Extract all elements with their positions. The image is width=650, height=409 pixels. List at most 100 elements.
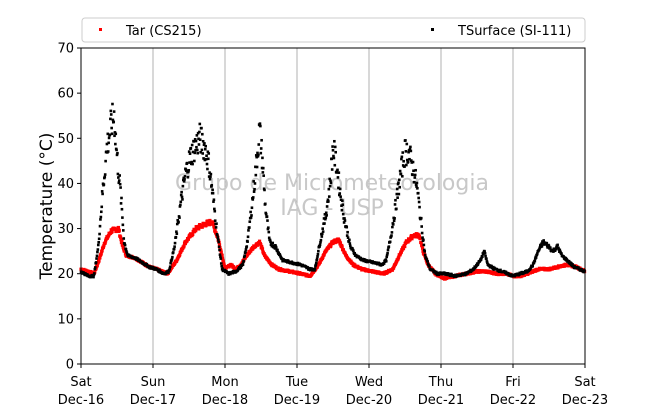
data-point	[258, 122, 262, 125]
data-point	[188, 152, 192, 155]
data-point	[212, 200, 215, 203]
data-point	[107, 141, 110, 145]
data-point	[214, 231, 218, 235]
data-point	[203, 142, 206, 145]
data-point	[243, 254, 246, 257]
data-point	[98, 256, 102, 260]
data-point	[116, 172, 120, 176]
data-point	[219, 255, 222, 259]
data-point	[346, 230, 349, 234]
data-point	[217, 245, 221, 249]
data-point	[322, 253, 326, 257]
data-point	[112, 120, 116, 124]
data-point	[483, 252, 487, 255]
data-point	[106, 132, 110, 136]
data-point	[387, 245, 391, 248]
data-point	[194, 229, 198, 233]
data-point	[216, 238, 220, 241]
data-point	[499, 268, 502, 272]
data-point	[549, 246, 552, 250]
data-point	[242, 255, 246, 259]
data-point	[172, 247, 176, 251]
data-point	[171, 251, 175, 254]
data-point	[401, 174, 404, 178]
data-point	[348, 238, 351, 242]
data-point	[330, 157, 334, 161]
data-point	[347, 240, 351, 243]
data-point	[256, 155, 260, 158]
data-point	[335, 171, 338, 174]
data-point	[420, 225, 423, 228]
data-point	[314, 261, 318, 265]
data-point	[313, 267, 317, 270]
data-point	[399, 172, 403, 176]
data-point	[343, 251, 347, 255]
data-point	[260, 138, 263, 142]
data-point	[416, 186, 419, 190]
x-tick-label-day: Wed	[355, 375, 383, 390]
data-point	[213, 228, 217, 233]
data-point	[316, 252, 320, 256]
data-point	[167, 271, 170, 275]
data-point	[173, 241, 177, 245]
y-tick-label: 40	[57, 177, 74, 192]
data-point	[414, 168, 417, 172]
data-point	[321, 230, 325, 233]
data-point	[125, 250, 128, 253]
data-point	[323, 213, 327, 216]
data-point	[395, 207, 398, 211]
data-point	[409, 149, 413, 153]
data-point	[121, 244, 125, 248]
legend: Tar (CS215) TSurface (SI-111)	[81, 17, 586, 43]
data-point	[95, 254, 99, 258]
data-point	[221, 267, 224, 270]
data-point	[397, 181, 400, 185]
data-point	[266, 219, 269, 222]
data-point	[218, 253, 222, 256]
data-point	[97, 259, 101, 263]
data-point	[324, 211, 328, 215]
data-point	[422, 243, 426, 247]
data-point	[251, 198, 255, 201]
x-tick-label-date: Dec-23	[562, 393, 608, 408]
data-point	[558, 248, 562, 252]
data-point	[95, 263, 99, 267]
data-series	[79, 102, 587, 281]
data-point	[278, 253, 282, 257]
data-point	[274, 265, 278, 269]
data-point	[93, 266, 97, 269]
data-point	[554, 247, 558, 251]
data-point	[341, 203, 345, 207]
data-point	[343, 219, 347, 222]
x-tick-label-day: Sat	[574, 375, 595, 390]
data-point	[179, 203, 182, 207]
data-point	[413, 176, 417, 179]
data-point	[545, 241, 549, 245]
data-point	[252, 180, 255, 183]
data-point	[109, 117, 112, 121]
data-point	[231, 271, 235, 275]
data-point	[244, 250, 247, 254]
data-point	[113, 131, 117, 134]
data-point	[315, 258, 318, 262]
data-point	[410, 159, 413, 162]
data-point	[175, 230, 178, 233]
data-point	[385, 253, 389, 257]
data-point	[337, 186, 340, 190]
data-point	[188, 161, 191, 164]
data-point	[211, 222, 215, 226]
data-point	[382, 262, 386, 265]
data-point	[271, 244, 274, 248]
data-point	[410, 237, 414, 241]
data-point	[93, 270, 97, 274]
data-point	[541, 240, 545, 244]
data-point	[529, 266, 533, 269]
data-point	[207, 157, 210, 161]
data-point	[422, 238, 425, 242]
data-point	[110, 126, 113, 130]
data-point	[109, 113, 113, 116]
data-point	[177, 220, 180, 224]
data-point	[318, 245, 321, 248]
data-point	[267, 236, 271, 240]
